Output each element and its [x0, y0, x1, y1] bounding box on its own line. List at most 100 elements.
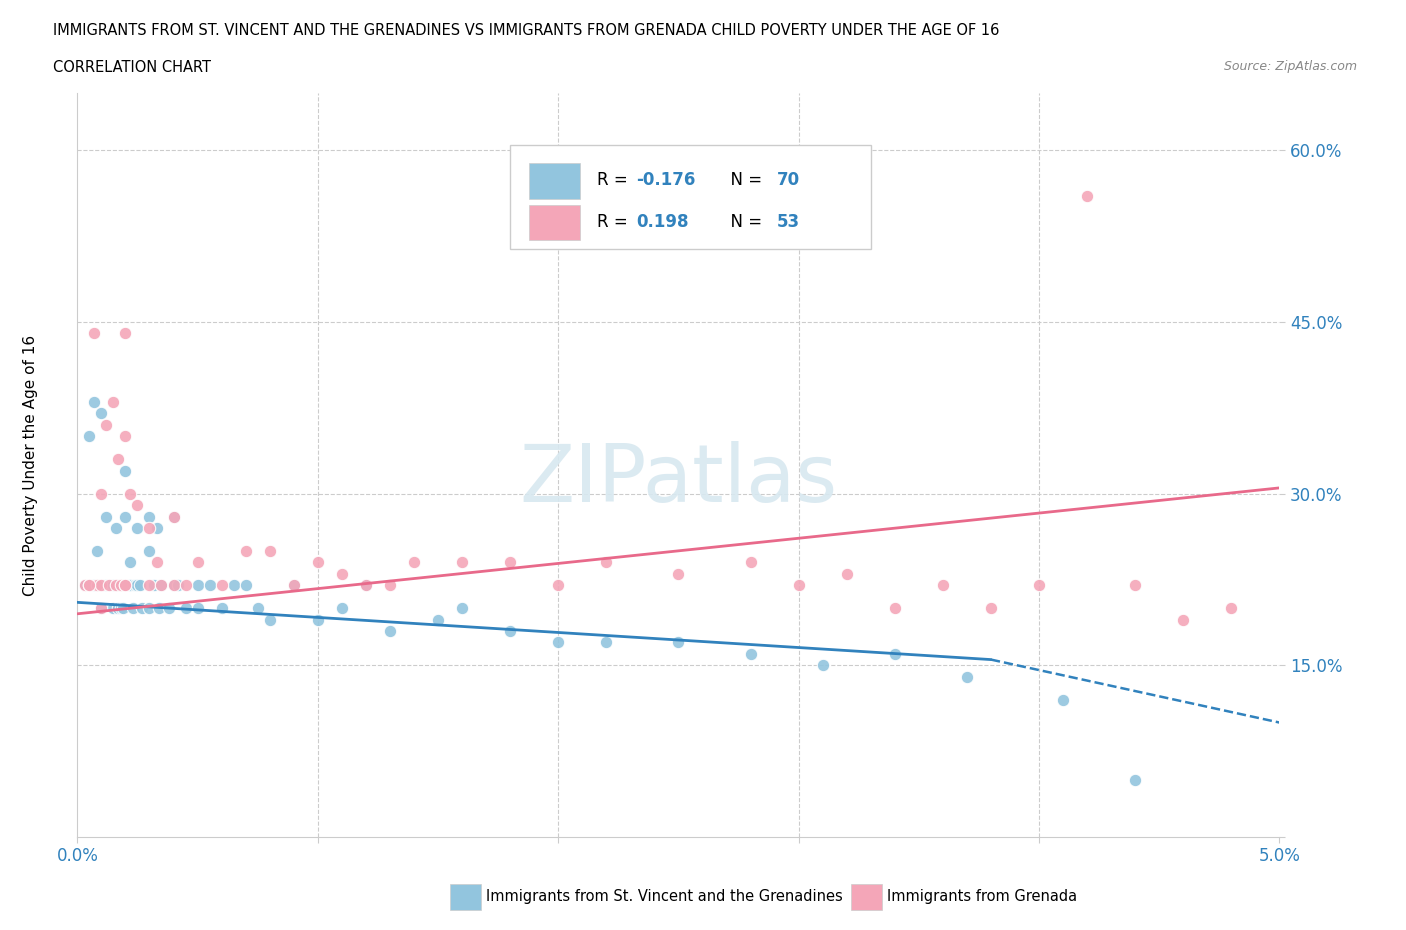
Text: Immigrants from St. Vincent and the Grenadines: Immigrants from St. Vincent and the Gren…	[486, 889, 844, 904]
Point	[186, 601, 209, 616]
Point	[1076, 189, 1098, 204]
Point	[330, 566, 353, 581]
Point	[87, 578, 110, 592]
Point	[107, 601, 129, 616]
Point	[114, 578, 136, 592]
Text: Child Poverty Under the Age of 16: Child Poverty Under the Age of 16	[24, 335, 38, 595]
Point	[73, 578, 96, 592]
Point	[259, 543, 281, 558]
Point	[378, 623, 401, 638]
Point	[811, 658, 834, 672]
Point	[107, 578, 129, 592]
Point	[103, 601, 125, 616]
Text: Immigrants from Grenada: Immigrants from Grenada	[887, 889, 1077, 904]
Point	[259, 612, 281, 627]
Point	[668, 635, 690, 650]
Point	[107, 452, 129, 467]
Point	[145, 521, 167, 536]
Point	[97, 578, 120, 592]
Point	[90, 601, 112, 616]
Point	[138, 543, 160, 558]
Point	[283, 578, 305, 592]
Point	[668, 566, 690, 581]
Point	[787, 578, 810, 592]
Point	[79, 578, 101, 592]
Text: 70: 70	[778, 171, 800, 189]
Point	[451, 555, 474, 570]
FancyBboxPatch shape	[529, 163, 579, 199]
Point	[143, 578, 166, 592]
Point	[138, 578, 160, 592]
Point	[235, 578, 257, 592]
Point	[90, 578, 112, 592]
Point	[354, 578, 377, 592]
Point	[138, 521, 160, 536]
Point	[90, 486, 112, 501]
Point	[83, 326, 105, 340]
Point	[451, 601, 474, 616]
Text: N =: N =	[720, 171, 768, 189]
Point	[307, 612, 329, 627]
Point	[124, 578, 146, 592]
Point	[110, 601, 132, 616]
Point	[246, 601, 269, 616]
Point	[104, 578, 127, 592]
Point	[427, 612, 450, 627]
Point	[103, 394, 125, 409]
Point	[883, 646, 905, 661]
Text: N =: N =	[720, 214, 768, 232]
Point	[110, 578, 132, 592]
Point	[198, 578, 221, 592]
Point	[499, 555, 522, 570]
Point	[378, 578, 401, 592]
Point	[283, 578, 305, 592]
Point	[90, 601, 112, 616]
Point	[127, 521, 149, 536]
Text: R =: R =	[596, 171, 633, 189]
Point	[595, 555, 617, 570]
Point	[114, 326, 136, 340]
Point	[186, 578, 209, 592]
Text: 53: 53	[778, 214, 800, 232]
Point	[167, 578, 190, 592]
Point	[1028, 578, 1050, 592]
Point	[211, 601, 233, 616]
Point	[980, 601, 1002, 616]
Point	[1123, 772, 1146, 787]
Point	[114, 429, 136, 444]
Point	[121, 601, 143, 616]
Point	[1173, 612, 1195, 627]
Point	[835, 566, 858, 581]
Point	[148, 601, 170, 616]
Point	[883, 601, 905, 616]
Point	[110, 578, 132, 592]
Point	[547, 635, 569, 650]
Point	[138, 601, 160, 616]
Point	[740, 646, 762, 661]
Point	[83, 394, 105, 409]
Point	[150, 578, 173, 592]
FancyBboxPatch shape	[529, 205, 579, 240]
Point	[162, 509, 184, 524]
Point	[354, 578, 377, 592]
Point	[162, 578, 184, 592]
Point	[120, 555, 142, 570]
Text: Source: ZipAtlas.com: Source: ZipAtlas.com	[1223, 60, 1357, 73]
Point	[100, 578, 122, 592]
Point	[307, 555, 329, 570]
Point	[138, 509, 160, 524]
Point	[174, 578, 197, 592]
Text: ZIPatlas: ZIPatlas	[519, 441, 838, 519]
Point	[111, 601, 134, 616]
Point	[1220, 601, 1243, 616]
Text: R =: R =	[596, 214, 633, 232]
Point	[595, 635, 617, 650]
Point	[79, 578, 101, 592]
Point	[128, 578, 150, 592]
FancyBboxPatch shape	[510, 145, 870, 249]
Point	[186, 555, 209, 570]
Text: -0.176: -0.176	[637, 171, 696, 189]
Point	[330, 601, 353, 616]
Point	[127, 578, 149, 592]
Point	[90, 406, 112, 421]
